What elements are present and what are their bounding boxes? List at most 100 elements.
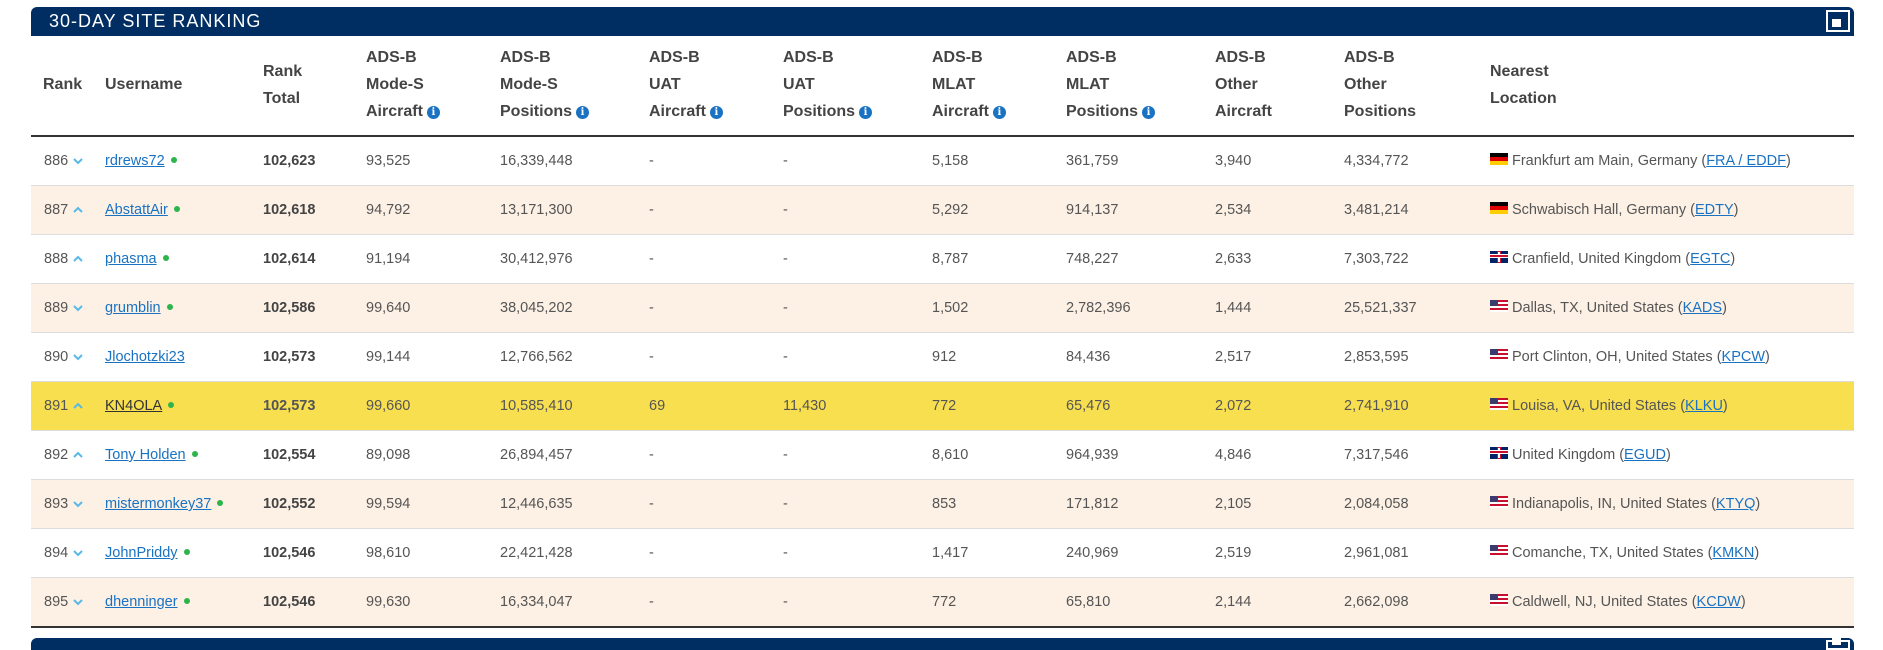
chevron-up-icon [73, 399, 83, 409]
uat-positions-cell: - [783, 251, 788, 267]
col-rank-total[interactable]: Rank Total [263, 36, 366, 137]
rank-total-cell: 102,618 [263, 202, 316, 218]
info-icon[interactable]: i [426, 106, 440, 119]
airport-link[interactable]: KCDW [1696, 594, 1741, 610]
rank-total-cell: 102,546 [263, 594, 316, 610]
uat-aircraft-cell: - [649, 300, 654, 316]
table-row: 886 rdrews72 102,623 93,525 16,339,448 - - 5,15… [31, 136, 1854, 186]
rank-total-cell: 102,586 [263, 300, 316, 316]
airport-link[interactable]: KADS [1682, 300, 1723, 316]
other-positions-cell: 25,521,337 [1344, 300, 1417, 316]
col-other-aircraft[interactable]: ADS-B Other Aircraft [1215, 36, 1344, 137]
info-icon[interactable]: i [576, 106, 590, 119]
airport-link[interactable]: KMKN [1712, 545, 1755, 561]
table-row: 892 Tony Holden 102,554 89,098 26,894,457 - - 8… [31, 430, 1854, 480]
location-text: Louisa, VA, United States [1512, 398, 1677, 414]
uat-aircraft-cell: - [649, 251, 654, 267]
rank-cell: 888 [31, 235, 105, 284]
username-cell: dhenninger [105, 578, 263, 628]
col-mode-s-aircraft[interactable]: ADS-B Mode-S Aircraft i [366, 36, 500, 137]
location-cell: Frankfurt am Main, Germany (FRA / EDDF) [1490, 136, 1854, 186]
airport-link[interactable]: FRA / EDDF [1706, 153, 1786, 169]
airport-link[interactable]: EGUD [1624, 447, 1666, 463]
location-text: Cranfield, United Kingdom [1512, 251, 1682, 267]
rank-cell: 892 [31, 431, 105, 480]
mlat-aircraft-cell: 912 [932, 349, 957, 365]
mlat-positions-cell: 964,939 [1066, 447, 1119, 463]
col-mlat-aircraft[interactable]: ADS-B MLAT Aircraft i [932, 36, 1066, 137]
location-text: Port Clinton, OH, United States [1512, 349, 1713, 365]
info-icon[interactable]: i [1142, 106, 1156, 119]
panel-header: 30-DAY SITE RANKING [31, 7, 1854, 36]
rank-cell: 886 [31, 136, 105, 186]
airport-link[interactable]: EGTC [1690, 251, 1731, 267]
uat-positions-cell: - [783, 594, 788, 610]
col-nearest-location[interactable]: Nearest Location [1490, 36, 1854, 137]
us-flag-icon [1490, 594, 1508, 606]
location-cell: Caldwell, NJ, United States (KCDW) [1490, 578, 1854, 628]
uat-aircraft-cell: - [649, 496, 654, 512]
mlat-positions-cell: 361,759 [1066, 153, 1119, 169]
username-link[interactable]: mistermonkey37 [105, 496, 212, 512]
online-status-icon [166, 304, 173, 310]
col-rank[interactable]: Rank [31, 36, 105, 137]
uat-aircraft-cell: - [649, 202, 654, 218]
username-link[interactable]: KN4OLA [105, 398, 163, 414]
uat-aircraft-cell: - [649, 153, 654, 169]
de-flag-icon [1490, 202, 1508, 214]
airport-link[interactable]: KTYQ [1715, 496, 1756, 512]
mlat-positions-cell: 65,810 [1066, 594, 1111, 610]
table-row: 893 mistermonkey37 102,552 99,594 12,446,635… [31, 479, 1854, 529]
username-cell: Jlochotzki23 [105, 333, 263, 382]
username-cell: rdrews72 [105, 136, 263, 186]
other-positions-cell: 2,961,081 [1344, 545, 1409, 561]
other-aircraft-cell: 2,072 [1215, 398, 1252, 414]
mlat-aircraft-cell: 8,787 [932, 251, 969, 267]
col-uat-positions[interactable]: ADS-B UAT Positions i [783, 36, 932, 137]
mlat-positions-cell: 84,436 [1066, 349, 1111, 365]
other-aircraft-cell: 2,144 [1215, 594, 1252, 610]
mode-s-aircraft-cell: 99,640 [366, 300, 411, 316]
username-link[interactable]: JohnPriddy [105, 545, 178, 561]
other-aircraft-cell: 2,519 [1215, 545, 1252, 561]
chevron-down-icon [73, 546, 83, 557]
username-link[interactable]: grumblin [105, 300, 161, 316]
mlat-positions-cell: 65,476 [1066, 398, 1111, 414]
airport-link[interactable]: EDTY [1694, 202, 1734, 218]
col-uat-aircraft[interactable]: ADS-B UAT Aircraft i [649, 36, 783, 137]
username-link[interactable]: Tony Holden [105, 447, 186, 463]
info-icon[interactable]: i [992, 106, 1006, 119]
col-mlat-positions[interactable]: ADS-B MLAT Positions i [1066, 36, 1215, 137]
info-icon[interactable]: i [859, 106, 873, 119]
location-text: Schwabisch Hall, Germany [1512, 202, 1687, 218]
expand-icon[interactable] [1826, 10, 1850, 32]
col-mode-s-positions[interactable]: ADS-B Mode-S Positions i [500, 36, 649, 137]
table-row: 887 AbstattAir 102,618 94,792 13,171,300 - - 5,… [31, 185, 1854, 235]
col-other-positions[interactable]: ADS-B Other Positions [1344, 36, 1490, 137]
username-link[interactable]: dhenninger [105, 594, 178, 610]
panel-title: 30-DAY SITE RANKING [49, 11, 262, 31]
mode-s-positions-cell: 16,339,448 [500, 153, 573, 169]
info-icon[interactable]: i [709, 106, 723, 119]
mlat-aircraft-cell: 5,158 [932, 153, 969, 169]
username-link[interactable]: phasma [105, 251, 157, 267]
username-link[interactable]: AbstattAir [105, 202, 168, 218]
other-aircraft-cell: 2,534 [1215, 202, 1252, 218]
username-link[interactable]: Jlochotzki23 [105, 349, 185, 365]
uat-aircraft-cell: - [649, 545, 654, 561]
uat-positions-cell: - [783, 545, 788, 561]
other-aircraft-cell: 2,633 [1215, 251, 1252, 267]
username-cell: mistermonkey37 [105, 480, 263, 529]
uat-positions-cell: - [783, 300, 788, 316]
chevron-up-icon [73, 448, 83, 458]
other-aircraft-cell: 4,846 [1215, 447, 1252, 463]
expand-icon[interactable] [1826, 637, 1850, 650]
location-cell: Louisa, VA, United States (KLKU) [1490, 382, 1854, 431]
username-link[interactable]: rdrews72 [105, 153, 165, 169]
mode-s-positions-cell: 26,894,457 [500, 447, 573, 463]
col-username[interactable]: Username [105, 36, 263, 137]
username-cell: phasma [105, 235, 263, 284]
airport-link[interactable]: KPCW [1721, 349, 1766, 365]
uat-positions-cell: - [783, 202, 788, 218]
airport-link[interactable]: KLKU [1685, 398, 1723, 414]
